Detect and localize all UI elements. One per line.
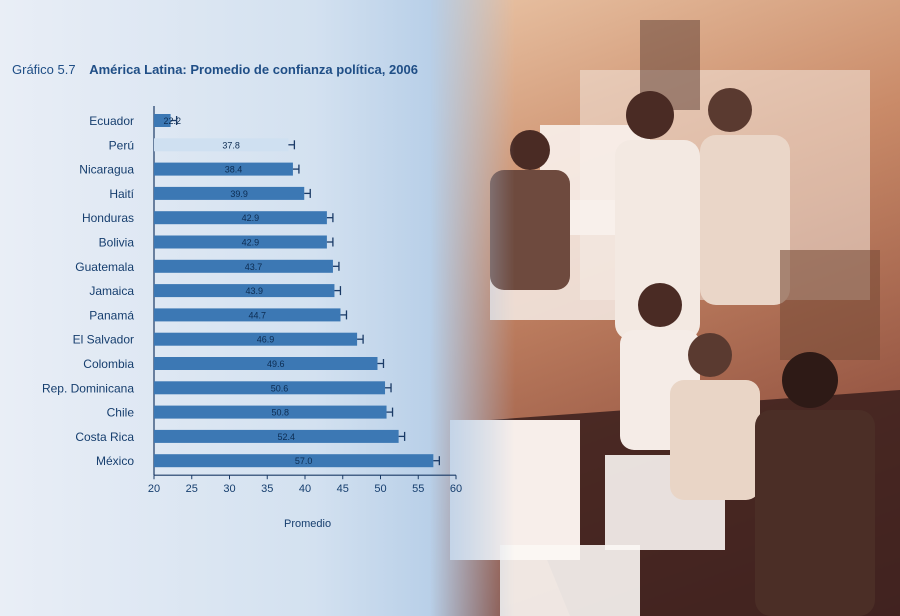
bar	[154, 357, 378, 370]
category-label: Haití	[109, 187, 134, 201]
category-label: Guatemala	[75, 260, 134, 274]
x-tick-label: 30	[223, 483, 235, 495]
category-label: Rep. Dominicana	[42, 381, 134, 395]
bar	[154, 429, 399, 443]
data-label: 57.0	[295, 456, 313, 466]
bar	[154, 162, 293, 176]
bar	[154, 284, 335, 298]
data-label: 22.2	[164, 116, 182, 126]
chart-title: Gráfico 5.7 América Latina: Promedio de …	[12, 62, 418, 77]
category-label: Costa Rica	[75, 430, 134, 444]
x-tick-label: 25	[186, 483, 198, 495]
category-label: México	[96, 454, 134, 468]
x-axis-label: Promedio	[284, 518, 332, 530]
x-tick-label: 55	[412, 483, 424, 495]
data-label: 50.8	[272, 408, 290, 418]
photo-illustration	[450, 20, 900, 616]
bar	[154, 308, 341, 322]
data-label: 43.9	[245, 286, 263, 296]
category-label: Perú	[109, 138, 134, 152]
category-label: Nicaragua	[79, 163, 134, 177]
data-label: 42.9	[242, 238, 260, 248]
data-label: 37.8	[222, 140, 240, 150]
bar	[154, 138, 289, 152]
chart-title-text: América Latina: Promedio de confianza po…	[89, 62, 418, 77]
x-tick-label: 40	[299, 483, 311, 495]
category-label: Jamaica	[89, 284, 134, 298]
x-tick-label: 45	[337, 483, 349, 495]
data-label: 43.7	[245, 262, 263, 272]
category-label: Honduras	[82, 211, 134, 225]
category-label: Bolivia	[99, 236, 135, 250]
bar	[154, 405, 387, 419]
category-label: El Salvador	[73, 333, 134, 347]
data-label: 52.4	[278, 432, 296, 442]
category-label: Colombia	[83, 357, 134, 371]
election-photo	[430, 0, 900, 616]
bar	[154, 186, 305, 200]
x-tick-label: 50	[374, 483, 386, 495]
bar	[154, 454, 434, 468]
bar	[154, 114, 171, 127]
bar	[154, 332, 358, 346]
category-label: Ecuador	[89, 114, 134, 128]
data-label: 44.7	[248, 310, 266, 320]
data-label: 39.9	[230, 189, 248, 199]
bar	[154, 235, 327, 249]
category-label: Chile	[107, 406, 135, 420]
bar	[154, 381, 386, 395]
x-tick-label: 60	[450, 483, 462, 495]
data-label: 49.6	[267, 359, 285, 369]
x-tick-label: 35	[261, 483, 273, 495]
figure-number: Gráfico 5.7	[12, 62, 76, 77]
data-label: 42.9	[242, 213, 260, 223]
bar	[154, 259, 333, 273]
x-tick-label: 20	[148, 483, 160, 495]
bar	[154, 211, 327, 225]
category-label: Panamá	[89, 308, 134, 322]
data-label: 38.4	[225, 165, 243, 175]
data-label: 50.6	[271, 383, 289, 393]
data-label: 46.9	[257, 335, 275, 345]
